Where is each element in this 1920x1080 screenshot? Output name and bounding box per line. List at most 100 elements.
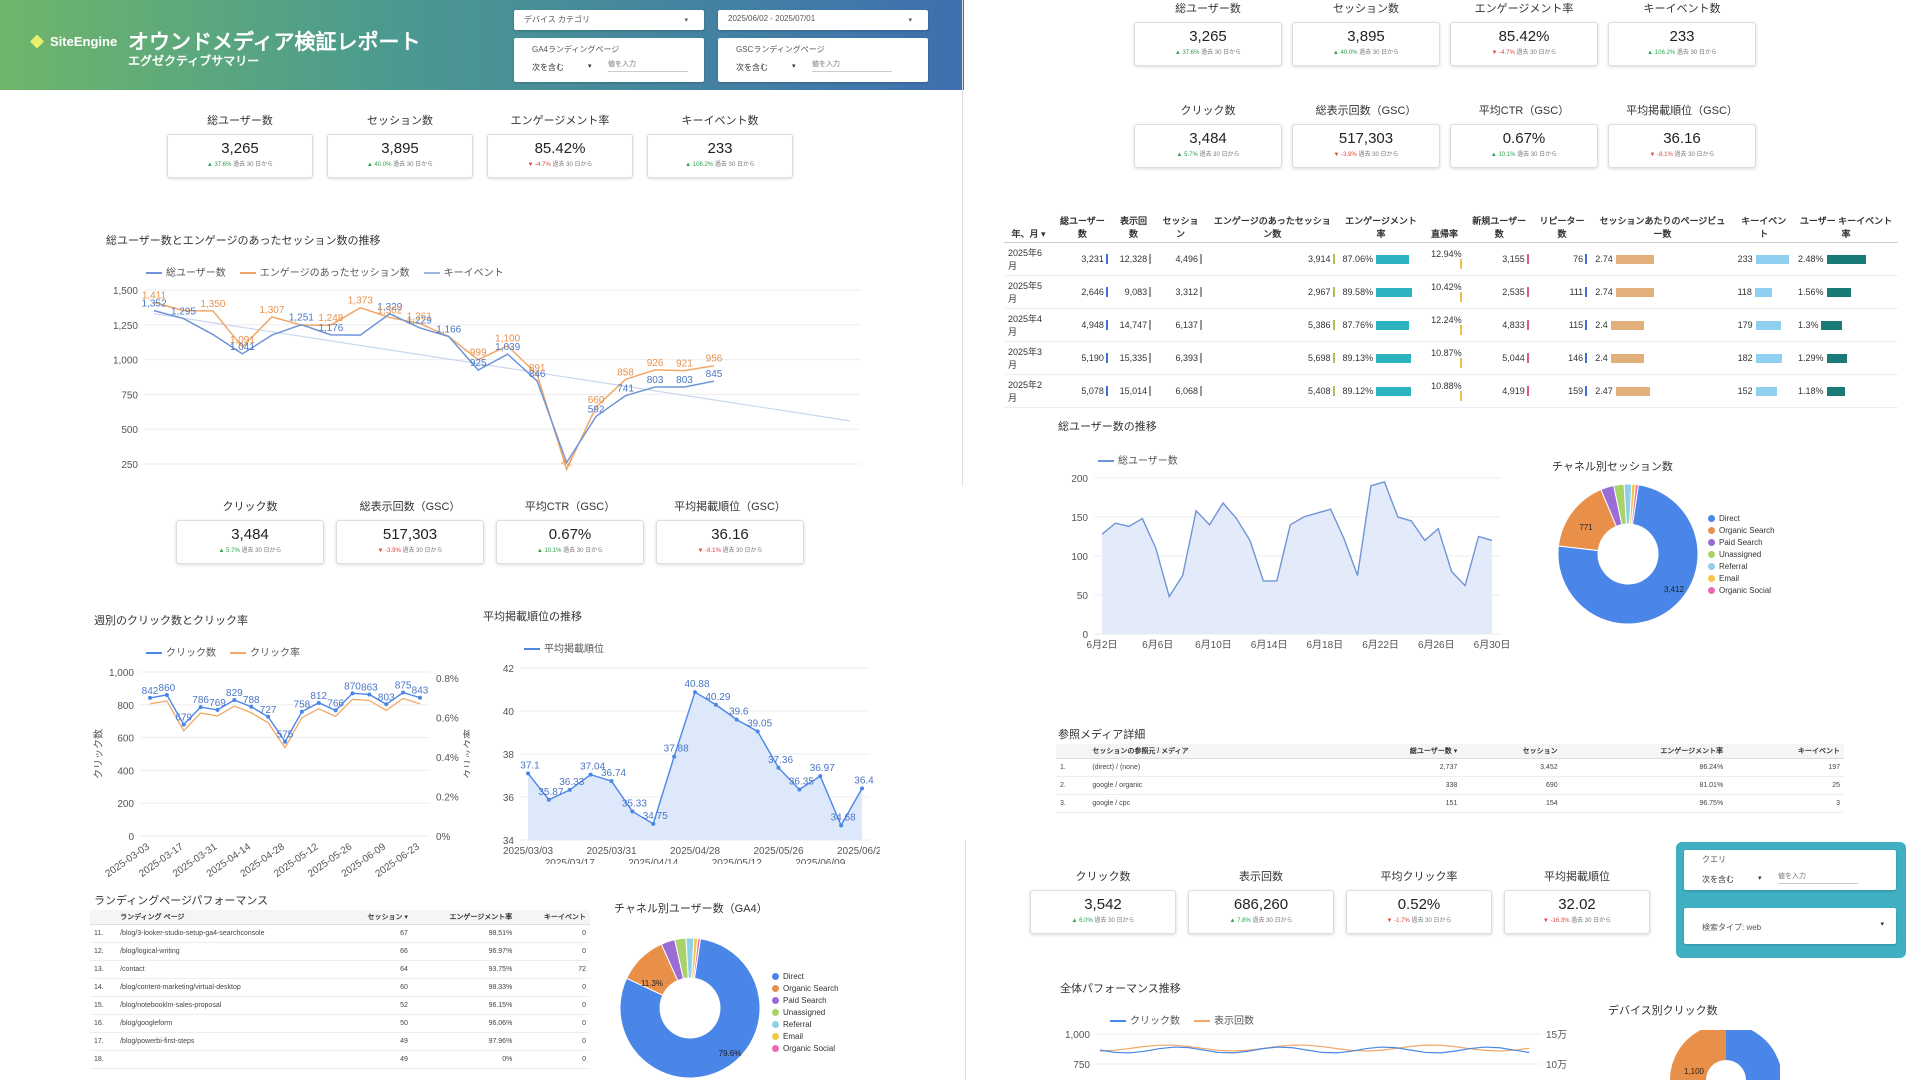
table-cell: 5,190 bbox=[1052, 341, 1112, 375]
kpi-label: 平均クリック率 bbox=[1380, 871, 1458, 883]
column-header[interactable]: エンゲージメント率 bbox=[1561, 744, 1728, 759]
date-range-filter[interactable]: 2025/06/02 - 2025/07/01 ▾ bbox=[718, 10, 928, 30]
query-filter[interactable]: クエリ 次を含む ▾ bbox=[1684, 850, 1896, 890]
gsc-landing-input[interactable] bbox=[812, 58, 892, 72]
table-cell: 72 bbox=[516, 960, 590, 979]
table-row[interactable]: 3. google / cpc 151 154 96.75% 3 bbox=[1056, 794, 1844, 813]
table-cell: 89.12% bbox=[1338, 374, 1424, 408]
gsc-operator[interactable]: 次を含む bbox=[736, 63, 768, 72]
column-header[interactable]: 新規ユーザー数 bbox=[1465, 212, 1533, 243]
table-cell: 3. bbox=[1056, 794, 1089, 813]
kpi-delta-note: 過去 30 日から bbox=[1517, 152, 1558, 158]
data-label-clicks: 870 bbox=[344, 681, 361, 692]
ga4-landing-input[interactable] bbox=[608, 58, 688, 72]
ga4-operator[interactable]: 次を含む bbox=[532, 63, 564, 72]
table-row[interactable]: 11./blog/3-looker-studio-setup-ga4-searc… bbox=[90, 924, 590, 943]
column-header[interactable]: エンゲージのあったセッション数 bbox=[1206, 212, 1339, 243]
kpi-delta-value: -3.9% bbox=[385, 548, 401, 554]
column-header[interactable]: ユーザー キーイベント率 bbox=[1793, 212, 1898, 243]
column-header[interactable]: セッションあたりのページビュー数 bbox=[1591, 212, 1734, 243]
table-cell: 2025年3月 bbox=[1004, 341, 1053, 375]
x-tick-label: 2025/03/31 bbox=[586, 846, 636, 857]
mini-bar bbox=[1332, 386, 1335, 397]
table-cell: 4,948 bbox=[1052, 308, 1112, 342]
pie-label: 79.6% bbox=[719, 1049, 742, 1058]
table-header-row: 年、月 ▾ 総ユーザー数 表示回数 セッション エンゲージのあったセッション数 エンゲージ… bbox=[1004, 212, 1898, 243]
kpi-delta: ▼ -1.7% 過去 30 日から bbox=[1347, 915, 1491, 924]
data-label-position: 39.05 bbox=[747, 718, 772, 729]
table-row[interactable]: 18. 49 0% 0 bbox=[90, 1050, 590, 1069]
kpi-value: 3,484 bbox=[231, 526, 269, 543]
table-row[interactable]: 1. (direct) / (none) 2,737 3,452 86.24% 197 bbox=[1056, 758, 1844, 777]
table-cell: 10.87% bbox=[1423, 341, 1466, 375]
column-header[interactable]: リピーター数 bbox=[1532, 212, 1592, 243]
device-filter[interactable]: デバイス カテゴリ ▾ bbox=[514, 10, 704, 30]
column-header[interactable]: 総ユーザー数 bbox=[1052, 212, 1112, 243]
query-operator[interactable]: 次を含む bbox=[1702, 875, 1734, 884]
gsc-landing-filter[interactable]: GSCランディングページ 次を含む ▾ bbox=[718, 38, 928, 82]
mini-bar bbox=[1585, 353, 1588, 364]
table-cell: 4,919 bbox=[1465, 374, 1533, 408]
kpi-label: クリック数 bbox=[1075, 871, 1131, 883]
column-header[interactable]: セッションの参照元 / メディア bbox=[1088, 744, 1333, 759]
search-type-filter[interactable]: 検索タイプ: web ▾ bbox=[1684, 908, 1896, 944]
column-header[interactable]: 年、月 ▾ bbox=[1004, 212, 1053, 243]
column-header[interactable]: キーイベント bbox=[516, 910, 590, 925]
mini-bar bbox=[1526, 320, 1529, 331]
table-cell: 5,698 bbox=[1206, 341, 1339, 375]
kpi-delta-value: 106.2% bbox=[1654, 50, 1676, 56]
table-cell: 67 bbox=[340, 924, 412, 943]
table-cell: 118 bbox=[1733, 275, 1794, 309]
series-impressions bbox=[1099, 1044, 1530, 1052]
data-label-users: 1,329 bbox=[377, 302, 402, 313]
column-header[interactable]: セッション bbox=[1461, 744, 1562, 759]
table-row[interactable]: 2. google / organic 338 690 81.01% 25 bbox=[1056, 776, 1844, 795]
data-label-engaged: 1,350 bbox=[200, 299, 225, 310]
column-header[interactable]: 総ユーザー数 ▾ bbox=[1332, 744, 1462, 759]
kpi-label: 総表示回数（GSC） bbox=[359, 501, 461, 513]
table-row[interactable]: 16./blog/googleform 50 96.06% 0 bbox=[90, 1014, 590, 1033]
arrow-down-icon: ▼ bbox=[377, 548, 384, 554]
table-cell: /blog/powerbi-first-steps bbox=[116, 1032, 341, 1051]
column-header[interactable]: セッション ▾ bbox=[340, 910, 412, 925]
legend-item: Organic Search bbox=[1708, 524, 1775, 536]
kpi-label: 表示回数 bbox=[1239, 871, 1283, 883]
column-header[interactable] bbox=[1056, 744, 1089, 759]
kpi-delta-note: 過去 30 日から bbox=[1674, 152, 1715, 158]
table-row[interactable]: 13./contact 64 93.75% 72 bbox=[90, 960, 590, 979]
chevron-down-icon: ▾ bbox=[908, 17, 912, 24]
column-header[interactable]: セッション bbox=[1155, 212, 1207, 243]
table-cell: 6,393 bbox=[1155, 341, 1207, 375]
column-header[interactable]: ランディング ページ bbox=[116, 910, 341, 925]
column-header[interactable]: キーイベント bbox=[1727, 744, 1844, 759]
column-header[interactable]: 表示回数 bbox=[1111, 212, 1156, 243]
table-row[interactable]: 15./blog/notebooklm-sales-proposal 52 96.1… bbox=[90, 996, 590, 1015]
y-tick-label: 400 bbox=[117, 766, 134, 777]
table-row[interactable]: 12./blog/logical-writing 66 96.97% 0 bbox=[90, 942, 590, 961]
table-cell: 6,068 bbox=[1155, 374, 1207, 408]
column-header[interactable]: エンゲージメント率 bbox=[411, 910, 517, 925]
y2-tick-label: 0.8% bbox=[436, 674, 459, 685]
query-input[interactable] bbox=[1778, 870, 1858, 884]
kpi-value-card: 517,303 ▼ -3.9% 過去 30 日から bbox=[1292, 124, 1440, 168]
column-header[interactable]: 直帰率 bbox=[1423, 212, 1466, 243]
column-header[interactable]: キーイベント bbox=[1733, 212, 1794, 243]
overall-chart: 1,000 750 15万 10万 bbox=[1065, 1030, 1567, 1071]
legend-item-keyevent: キーイベント bbox=[423, 264, 504, 279]
ga4-landing-filter[interactable]: GA4ランディングページ 次を含む ▾ bbox=[514, 38, 704, 82]
data-point-position bbox=[630, 809, 635, 814]
data-point-position bbox=[818, 774, 823, 779]
table-cell: 3,914 bbox=[1206, 242, 1339, 276]
x-tick-label: 6月18日 bbox=[1307, 639, 1344, 651]
column-header[interactable] bbox=[90, 910, 117, 925]
column-header[interactable]: エンゲージメント率 bbox=[1338, 212, 1424, 243]
table-cell: 11. bbox=[90, 924, 117, 943]
data-point-position bbox=[713, 702, 718, 707]
series-users bbox=[153, 309, 715, 465]
y2-tick-label: 0.4% bbox=[436, 753, 459, 764]
table-row[interactable]: 17./blog/powerbi-first-steps 49 97.96% 0 bbox=[90, 1032, 590, 1051]
legend-item: Paid Search bbox=[1708, 536, 1775, 548]
arrow-up-icon: ▲ bbox=[366, 162, 373, 168]
table-row[interactable]: 14./blog/content-marketing/virtual-deskt… bbox=[90, 978, 590, 997]
legend-dot bbox=[772, 1032, 779, 1040]
